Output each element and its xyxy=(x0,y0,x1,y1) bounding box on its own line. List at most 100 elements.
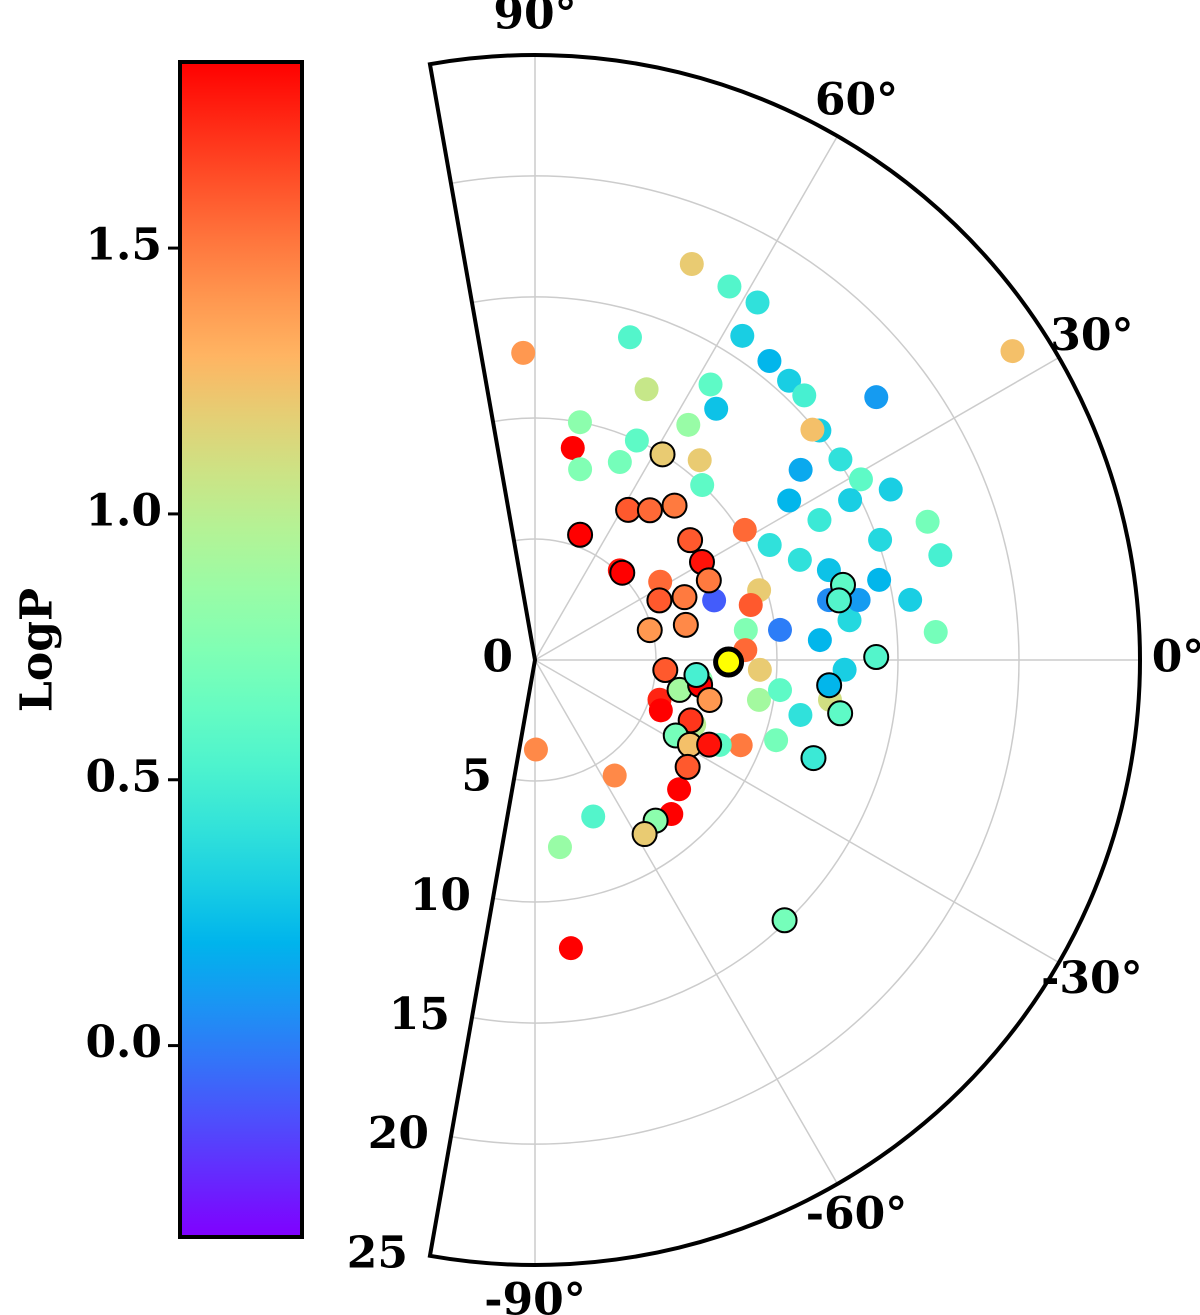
point xyxy=(631,821,658,848)
point xyxy=(1000,339,1025,364)
grid-spoke xyxy=(534,659,1060,964)
point xyxy=(816,672,843,699)
point xyxy=(567,410,592,435)
point xyxy=(868,527,893,552)
point xyxy=(923,619,948,644)
point xyxy=(702,588,727,613)
point xyxy=(558,936,583,961)
point xyxy=(828,447,853,472)
point xyxy=(745,290,770,315)
point xyxy=(672,611,699,638)
theta-tick-label: -90° xyxy=(484,1275,586,1315)
point xyxy=(837,608,862,633)
point xyxy=(677,527,704,554)
point xyxy=(609,559,636,586)
point xyxy=(768,678,793,703)
point xyxy=(717,274,742,299)
point xyxy=(568,457,593,482)
point xyxy=(615,496,642,523)
point xyxy=(687,448,712,473)
point xyxy=(827,700,854,727)
point xyxy=(757,533,782,558)
frame xyxy=(427,53,1142,1267)
point xyxy=(636,497,663,524)
point xyxy=(792,383,817,408)
point xyxy=(863,644,890,671)
point xyxy=(768,617,793,642)
r-tick-label: 20 xyxy=(368,1108,429,1159)
point xyxy=(777,368,802,393)
point xyxy=(764,728,789,753)
grid-spoke xyxy=(534,659,839,1185)
point xyxy=(728,733,753,758)
point xyxy=(838,488,863,513)
theta-tick-label: 60° xyxy=(815,75,898,126)
point xyxy=(867,567,892,592)
point xyxy=(738,593,763,618)
point xyxy=(928,543,953,568)
point xyxy=(690,473,715,498)
point xyxy=(788,702,813,727)
point xyxy=(648,569,673,594)
theta-tick-label: 90° xyxy=(493,0,576,40)
r-tick-label: 0 xyxy=(482,632,513,683)
point xyxy=(648,698,673,723)
point xyxy=(547,835,572,860)
point xyxy=(667,777,692,802)
r-tick-label: 25 xyxy=(347,1227,408,1278)
point xyxy=(661,492,688,519)
point xyxy=(560,435,585,460)
polar-frame xyxy=(427,53,1142,1267)
point xyxy=(704,396,729,421)
point xyxy=(864,385,889,410)
point xyxy=(771,907,798,934)
point xyxy=(730,323,755,348)
colorbar-tick-label: 0.0 xyxy=(85,1017,162,1068)
point xyxy=(846,588,871,613)
point xyxy=(757,349,782,374)
theta-tick-label: 0° xyxy=(1152,632,1200,683)
point xyxy=(787,547,812,572)
point xyxy=(898,587,923,612)
point xyxy=(788,457,813,482)
r-tick-label: 5 xyxy=(461,751,492,802)
point xyxy=(671,584,698,611)
point xyxy=(746,687,771,712)
point xyxy=(732,517,757,542)
point xyxy=(848,467,873,492)
theta-tick-label: 30° xyxy=(1050,310,1133,361)
colorbar-tick-label: 1.5 xyxy=(85,220,162,271)
point xyxy=(698,372,723,397)
point xyxy=(696,686,723,713)
point xyxy=(733,617,758,642)
point xyxy=(634,377,659,402)
point xyxy=(602,763,627,788)
colorbar xyxy=(178,60,304,1239)
point xyxy=(696,731,723,758)
point xyxy=(915,509,940,534)
point xyxy=(674,753,701,780)
point xyxy=(825,587,852,614)
point xyxy=(800,745,827,772)
point xyxy=(617,325,642,350)
point xyxy=(636,617,663,644)
point xyxy=(581,804,606,829)
point xyxy=(511,340,536,365)
point xyxy=(523,737,548,762)
r-tick-label: 10 xyxy=(410,870,471,921)
colorbar-tick-label: 1.0 xyxy=(85,485,162,536)
point xyxy=(713,646,745,678)
point xyxy=(695,567,722,594)
point xyxy=(800,417,825,442)
point xyxy=(646,587,673,614)
point xyxy=(567,521,594,548)
theta-tick-label: -60° xyxy=(806,1188,908,1239)
grid-spoke xyxy=(534,135,839,661)
colorbar-tick-label: 0.5 xyxy=(85,751,162,802)
point xyxy=(676,412,701,437)
point xyxy=(807,508,832,533)
points xyxy=(511,251,1025,961)
point xyxy=(807,628,832,653)
colorbar-label: LogP xyxy=(12,588,63,712)
